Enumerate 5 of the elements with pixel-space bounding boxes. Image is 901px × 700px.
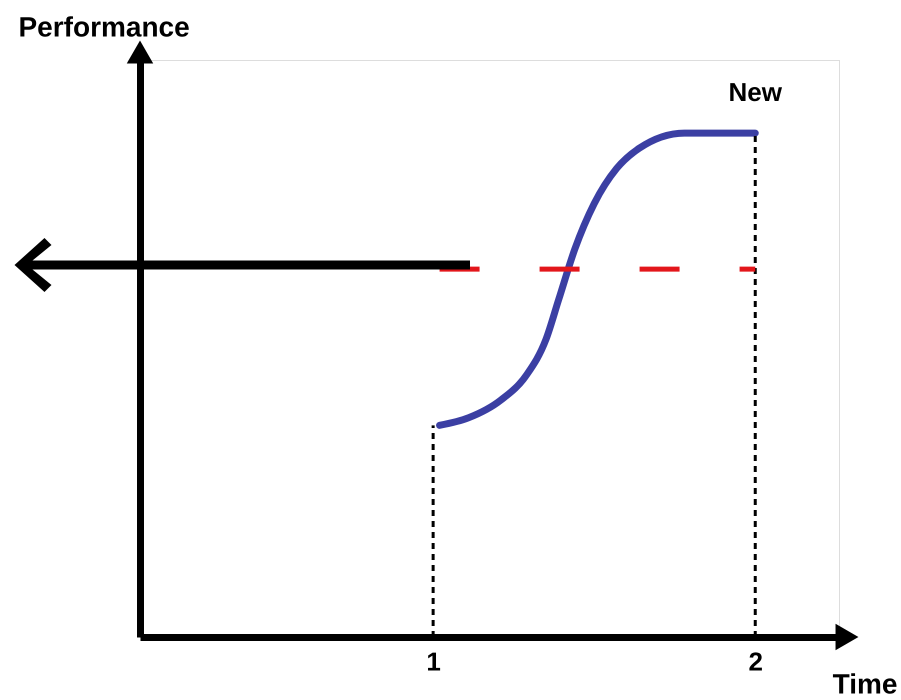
annotation: New [728,77,783,108]
x-tick-label: 2 [748,646,763,676]
x-tick-label: 1 [426,646,441,676]
x-axis-title: Time [832,668,898,700]
y-axis-title: Performance [18,12,190,42]
